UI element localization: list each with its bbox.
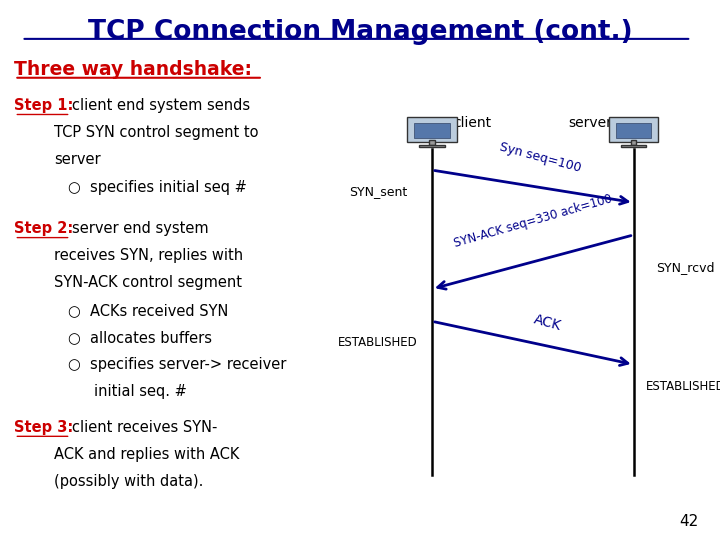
- Text: 42: 42: [679, 514, 698, 529]
- Text: ACK: ACK: [532, 313, 562, 333]
- Text: receives SYN, replies with: receives SYN, replies with: [54, 248, 243, 264]
- Text: server: server: [54, 152, 101, 167]
- Text: SYN_rcvd: SYN_rcvd: [656, 261, 715, 274]
- Text: ○  specifies initial seq #: ○ specifies initial seq #: [68, 180, 247, 195]
- Text: Step 1:: Step 1:: [14, 98, 73, 113]
- Text: SYN_sent: SYN_sent: [349, 185, 407, 198]
- Text: Step 2:: Step 2:: [14, 221, 73, 237]
- Text: ○  ACKs received SYN: ○ ACKs received SYN: [68, 303, 229, 319]
- Text: Syn seq=100: Syn seq=100: [498, 140, 582, 174]
- Bar: [419, 145, 445, 147]
- Bar: [631, 140, 636, 145]
- Text: Step 3:: Step 3:: [14, 420, 73, 435]
- Text: TCP SYN control segment to: TCP SYN control segment to: [54, 125, 258, 140]
- Text: ACK and replies with ACK: ACK and replies with ACK: [54, 447, 239, 462]
- Text: server: server: [568, 116, 612, 130]
- Text: SYN-ACK seq=330 ack=100: SYN-ACK seq=330 ack=100: [452, 192, 613, 250]
- Text: client end system sends: client end system sends: [72, 98, 250, 113]
- Text: client receives SYN-: client receives SYN-: [72, 420, 217, 435]
- Text: ○  specifies server-> receiver: ○ specifies server-> receiver: [68, 357, 287, 373]
- Bar: [429, 140, 435, 145]
- Bar: [616, 123, 651, 138]
- Text: initial seq. #: initial seq. #: [94, 384, 186, 400]
- Text: ○  allocates buffers: ○ allocates buffers: [68, 330, 212, 346]
- Text: ESTABLISHED: ESTABLISHED: [646, 380, 720, 393]
- FancyBboxPatch shape: [408, 117, 457, 142]
- Text: TCP Connection Management (cont.): TCP Connection Management (cont.): [88, 19, 632, 45]
- FancyBboxPatch shape: [609, 117, 659, 142]
- Text: Three way handshake:: Three way handshake:: [14, 60, 253, 79]
- Text: SYN-ACK control segment: SYN-ACK control segment: [54, 275, 242, 291]
- Text: server end system: server end system: [72, 221, 209, 237]
- Text: client: client: [454, 116, 492, 130]
- Bar: [621, 145, 647, 147]
- Text: (possibly with data).: (possibly with data).: [54, 474, 203, 489]
- Bar: [415, 123, 449, 138]
- Text: ESTABLISHED: ESTABLISHED: [338, 336, 418, 349]
